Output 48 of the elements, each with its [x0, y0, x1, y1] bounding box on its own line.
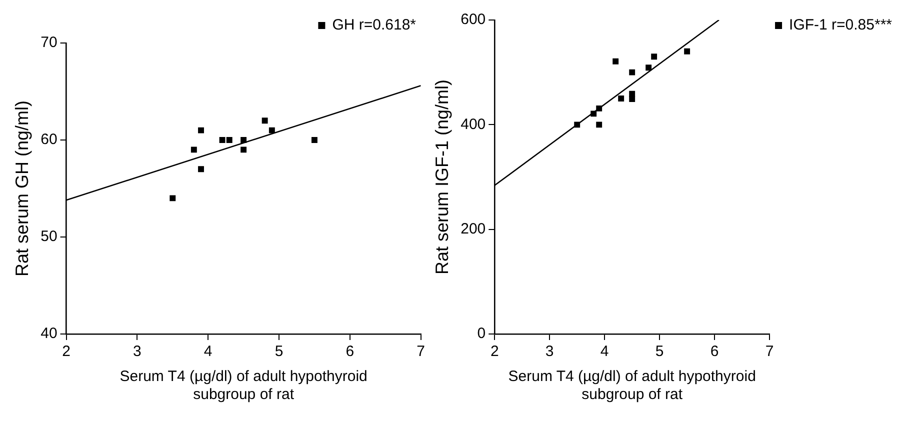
- x-tick-label: 4: [204, 343, 212, 360]
- x-tick-label: 5: [655, 343, 664, 360]
- point: [240, 146, 247, 153]
- y-axis-title: Rat serum IGF-1 (ng/ml): [432, 79, 452, 275]
- point: [190, 146, 197, 153]
- x-axis-title: Serum T4 (µg/dl) of adult hypothyroid subgroup of rat: [508, 368, 756, 404]
- point: [684, 48, 690, 54]
- point: [170, 195, 176, 202]
- x-tick-label: 7: [416, 343, 425, 360]
- x-tick-label: 2: [490, 343, 499, 360]
- x-tick-label: 7: [765, 343, 774, 360]
- y-tick-label: 200: [460, 220, 486, 238]
- x-tick-label: 5: [274, 343, 284, 360]
- x-tick-label: 6: [710, 343, 719, 360]
- point: [629, 96, 636, 102]
- point: [219, 137, 226, 143]
- point: [240, 137, 247, 143]
- x-tick-label: 2: [62, 343, 70, 360]
- y-tick-label: 40: [40, 325, 58, 342]
- y-axis-title: Rat serum GH (ng/ml): [12, 100, 32, 277]
- x-tick-label: 3: [545, 343, 554, 360]
- point: [198, 166, 204, 172]
- point: [629, 69, 636, 76]
- y-tick-label: 0: [477, 325, 486, 342]
- x-tick-label: 3: [133, 343, 142, 360]
- x-tick-label: 4: [600, 343, 609, 360]
- point: [612, 58, 619, 64]
- point: [262, 118, 268, 124]
- point: [646, 64, 652, 71]
- legend-label: GH r=0.618*: [332, 16, 416, 34]
- y-tick-label: 70: [40, 34, 58, 52]
- point: [574, 122, 580, 128]
- point: [618, 96, 624, 102]
- point: [590, 110, 597, 117]
- y-tick-label: 400: [460, 116, 486, 133]
- x-axis-title: Serum T4 (µg/dl) of adult hypothyroid subgroup of rat: [120, 368, 368, 404]
- point: [596, 122, 602, 128]
- point: [651, 54, 658, 60]
- point: [268, 127, 275, 134]
- y-tick-label: 60: [40, 131, 58, 148]
- legend-label: IGF-1 r=0.85***: [789, 16, 892, 34]
- x-tick-label: 6: [346, 343, 354, 360]
- point: [198, 127, 204, 134]
- y-tick-label: 600: [460, 11, 486, 28]
- y-tick-label: 50: [40, 228, 58, 246]
- point: [226, 137, 232, 143]
- point: [596, 105, 602, 112]
- point: [311, 137, 318, 143]
